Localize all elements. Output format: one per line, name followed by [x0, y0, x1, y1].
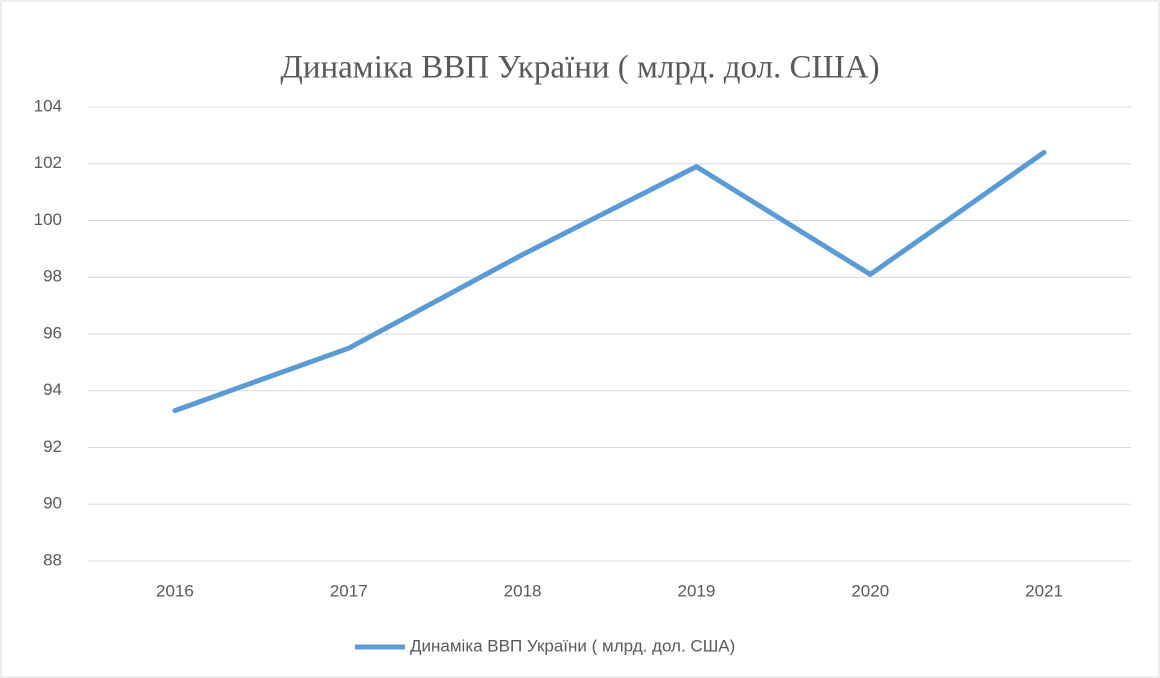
x-tick-label: 2018 [504, 581, 542, 600]
legend-label: Динаміка ВВП України ( млрд. дол. США) [410, 636, 735, 655]
data-line [172, 149, 1047, 414]
y-tick-label: 90 [43, 494, 62, 513]
x-tick-label: 2020 [851, 581, 889, 600]
chart-title: Динаміка ВВП України ( млрд. дол. США) [280, 50, 879, 86]
x-tick-label: 2019 [678, 581, 716, 600]
x-tick-label: 2016 [156, 581, 194, 600]
x-tick-label: 2021 [1025, 581, 1063, 600]
x-tick-label: 2017 [330, 581, 368, 600]
y-tick-label: 98 [43, 267, 62, 286]
y-tick-label: 92 [43, 437, 62, 456]
y-tick-label: 96 [43, 323, 62, 342]
y-tick-label: 100 [34, 210, 62, 229]
y-tick-label: 88 [43, 550, 62, 569]
y-tick-label: 94 [43, 380, 62, 399]
y-tick-label: 102 [34, 153, 62, 172]
y-tick-label: 104 [34, 96, 62, 115]
